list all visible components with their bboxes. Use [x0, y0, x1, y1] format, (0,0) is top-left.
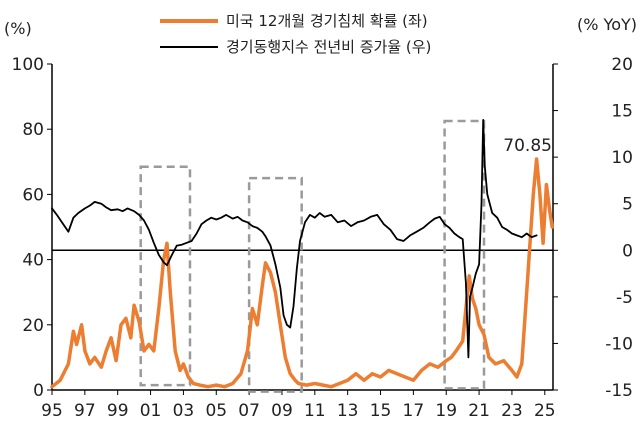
series-line-probability [50, 157, 554, 389]
peak-annotation: 70.85 [503, 136, 552, 156]
left-tick-label: 0 [33, 381, 44, 401]
series-line-coincident [51, 119, 538, 359]
left-tick-label: 100 [12, 55, 44, 75]
right-tick-label: 10 [611, 148, 633, 168]
x-tick-label: 03 [173, 401, 195, 421]
right-axis-unit: (% YoY) [577, 15, 637, 34]
left-tick-label: 60 [22, 185, 44, 205]
right-tick-label: 0 [622, 241, 633, 261]
x-tick-label: 97 [74, 401, 96, 421]
x-tick-label: 07 [238, 401, 260, 421]
left-tick-label: 20 [22, 316, 44, 336]
right-tick-label: -15 [605, 381, 633, 401]
x-tick-label: 01 [140, 401, 162, 421]
legend: 미국 12개월 경기침체 확률 (좌) 경기동행지수 전년비 증가율 (우) [160, 12, 431, 56]
left-tick-label: 40 [22, 251, 44, 271]
right-tick-label: -10 [605, 334, 633, 354]
x-tick-label: 23 [501, 401, 523, 421]
x-tick-label: 13 [337, 401, 359, 421]
series-lines [50, 119, 554, 389]
recession-box [139, 165, 192, 387]
recession-box [443, 119, 486, 390]
right-tick-label: -5 [616, 288, 633, 308]
x-tick-label: 21 [468, 401, 490, 421]
x-tick-label: 99 [107, 401, 129, 421]
legend-label-coincident: 경기동행지수 전년비 증가율 (우) [226, 38, 431, 56]
x-tick-label: 19 [435, 401, 457, 421]
right-tick-label: 5 [622, 195, 633, 215]
x-tick-label: 25 [534, 401, 556, 421]
left-axis-unit: (%) [4, 19, 32, 38]
x-tick-label: 15 [370, 401, 392, 421]
x-tick-label: 95 [41, 401, 63, 421]
left-tick-label: 80 [22, 120, 44, 140]
legend-label-probability: 미국 12개월 경기침체 확률 (좌) [226, 12, 428, 30]
x-tick-label: 09 [271, 401, 293, 421]
recession-box [247, 176, 303, 393]
recession-boxes [139, 119, 486, 393]
right-tick-label: 15 [611, 102, 633, 122]
right-tick-label: 20 [611, 55, 633, 75]
x-tick-label: 05 [205, 401, 227, 421]
x-tick-label: 17 [403, 401, 425, 421]
x-tick-label: 11 [304, 401, 326, 421]
